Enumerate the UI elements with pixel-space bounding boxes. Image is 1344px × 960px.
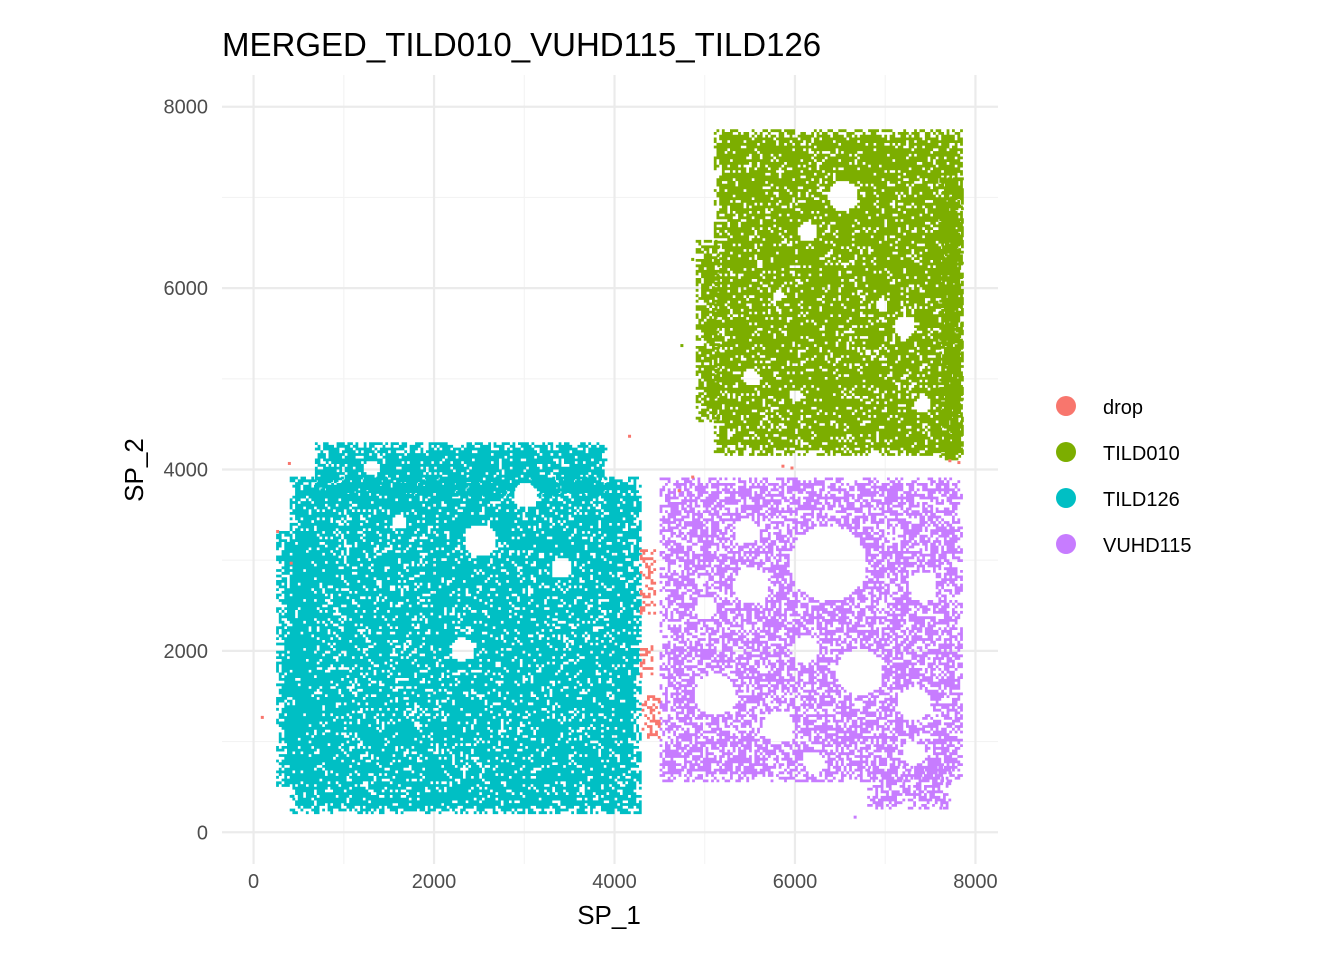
- series-tild126-dense-points: [276, 442, 642, 815]
- data-point-drop: [691, 475, 695, 479]
- y-tick-label: 6000: [164, 278, 209, 300]
- x-tick-label: 6000: [773, 871, 818, 893]
- series-vuhd115-dense-points: [659, 477, 963, 810]
- series-tild126: [276, 442, 642, 815]
- legend-label-drop: drop: [1103, 397, 1143, 419]
- x-axis-title: SP_1: [577, 900, 641, 930]
- legend-key-tild126: [1056, 488, 1076, 508]
- axis-ticks: 0 2000 4000 6000 8000 0 2000 4000 6000 8000: [164, 97, 998, 893]
- data-point-tild010: [691, 257, 695, 261]
- x-tick-label: 0: [248, 871, 259, 893]
- data-point-vuhd115: [939, 806, 943, 810]
- y-tick-label: 8000: [164, 97, 209, 119]
- x-tick-label: 2000: [412, 871, 457, 893]
- legend-label-tild126: TILD126: [1103, 489, 1180, 511]
- data-point-drop: [276, 529, 280, 533]
- legend-label-tild010: TILD010: [1103, 443, 1180, 465]
- x-tick-label: 4000: [592, 871, 637, 893]
- series-drop-dense-points: [639, 549, 661, 739]
- data-points: [260, 129, 964, 819]
- y-axis-title: SP_2: [119, 438, 149, 502]
- data-point-drop: [957, 461, 961, 465]
- legend: drop TILD010 TILD126 VUHD115: [1056, 396, 1192, 557]
- legend-key-vuhd115: [1056, 534, 1076, 554]
- series-tild010-dense-points: [695, 129, 964, 461]
- legend-key-drop: [1056, 396, 1076, 416]
- y-tick-label: 2000: [164, 641, 209, 663]
- series-tild010: [680, 129, 964, 461]
- data-point-tild010: [680, 344, 684, 348]
- data-point-drop: [781, 464, 785, 468]
- series-vuhd115: [659, 477, 963, 819]
- y-tick-label: 4000: [164, 460, 209, 482]
- data-point-drop: [677, 489, 681, 493]
- y-tick-label: 0: [197, 822, 208, 844]
- data-point-drop: [260, 715, 264, 719]
- data-point-drop: [287, 461, 291, 465]
- data-point-drop: [289, 561, 293, 565]
- data-point-vuhd115: [853, 815, 857, 819]
- chart-title: MERGED_TILD010_VUHD115_TILD126: [222, 26, 821, 63]
- data-point-drop: [790, 466, 794, 470]
- x-tick-label: 8000: [953, 871, 998, 893]
- data-point-tild126: [291, 794, 295, 798]
- data-point-drop: [948, 459, 952, 463]
- series-drop: [260, 434, 961, 739]
- legend-key-tild010: [1056, 442, 1076, 462]
- legend-label-vuhd115: VUHD115: [1103, 535, 1192, 557]
- data-point-drop: [628, 434, 632, 438]
